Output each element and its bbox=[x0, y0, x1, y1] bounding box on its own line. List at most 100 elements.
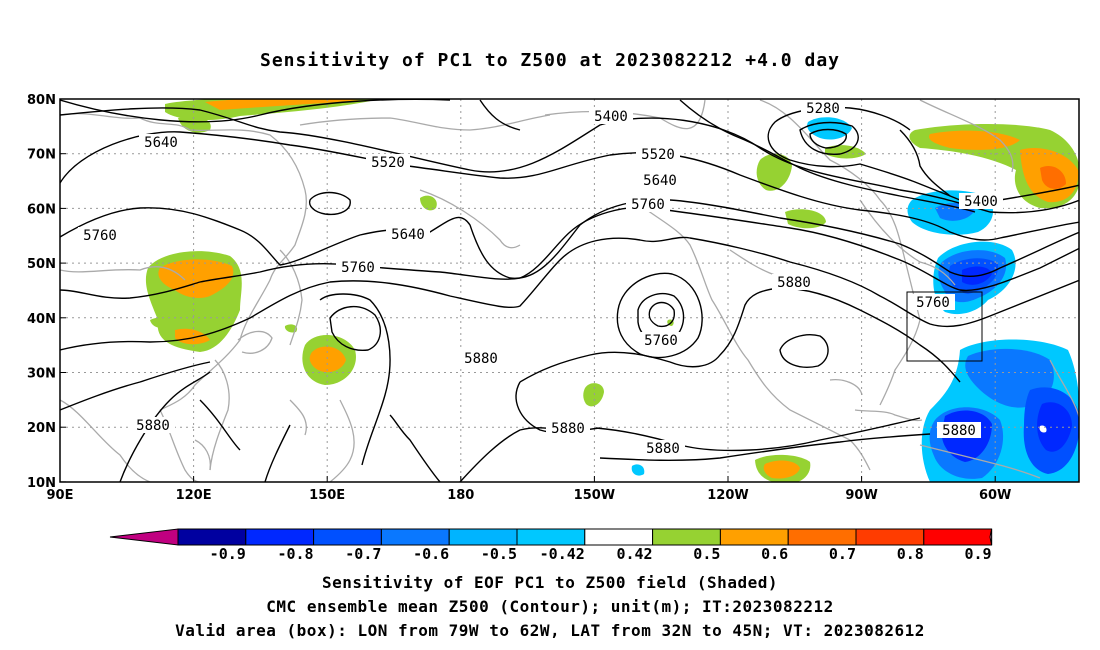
colorbar-bin bbox=[516, 528, 586, 546]
contour-label-text: 5640 bbox=[144, 135, 178, 151]
page-title: Sensitivity of PC1 to Z500 at 2023082212… bbox=[259, 50, 840, 71]
contour-label: 5400 bbox=[589, 108, 633, 125]
x-tick-label: 90W bbox=[845, 488, 877, 503]
x-tick-label: 120E bbox=[176, 488, 212, 503]
colorbar-under-triangle bbox=[109, 528, 179, 546]
contour-label-text: 5880 bbox=[136, 418, 170, 434]
shade-negative bbox=[1037, 402, 1072, 452]
contour-label-text: 5880 bbox=[646, 441, 680, 457]
colorbar-label: -0.7 bbox=[345, 545, 381, 563]
contour-label: 5880 bbox=[772, 274, 816, 291]
x-tick-label: 90E bbox=[47, 488, 74, 503]
colorbar-bin bbox=[177, 528, 247, 546]
shade-positive bbox=[583, 383, 604, 407]
contour-label-text: 5280 bbox=[806, 101, 840, 117]
y-tick-label: 60N bbox=[27, 202, 56, 217]
shade-positive bbox=[175, 328, 210, 345]
colorbar-over-triangle bbox=[989, 528, 993, 546]
contour-label: 5880 bbox=[641, 440, 685, 457]
shade-positive bbox=[1040, 165, 1066, 189]
caption-line-1: Sensitivity of EOF PC1 to Z500 field (Sh… bbox=[322, 573, 778, 592]
colorbar-label: 0.5 bbox=[693, 545, 720, 563]
contour-label-layer: 5280 5400 5400 5520 5520 5640 5640 5640 … bbox=[78, 100, 1003, 457]
colorbar-label: 0.6 bbox=[761, 545, 788, 563]
y-tick-label: 80N bbox=[27, 93, 56, 108]
contour-label-text: 5880 bbox=[464, 351, 498, 367]
contour-label: 5280 bbox=[801, 100, 845, 117]
shade-positive bbox=[178, 116, 211, 133]
colorbar-label: -0.9 bbox=[210, 545, 246, 563]
shade-positive bbox=[763, 460, 800, 479]
contour-label-text: 5640 bbox=[391, 227, 425, 243]
shade-negative bbox=[631, 464, 645, 476]
colorbar-bin bbox=[855, 528, 925, 546]
contour-label: 5640 bbox=[638, 172, 682, 189]
colorbar-bin bbox=[923, 528, 993, 546]
contour-label: 5640 bbox=[386, 226, 430, 243]
colorbar-bin bbox=[448, 528, 518, 546]
colorbar-label: -0.6 bbox=[413, 545, 449, 563]
contour-label: 5760 bbox=[336, 259, 380, 276]
colorbar-label: -0.42 bbox=[540, 545, 585, 563]
contour-label: 5760 bbox=[911, 294, 955, 311]
colorbar-label: 0.8 bbox=[897, 545, 924, 563]
shade-positive bbox=[420, 195, 437, 211]
x-tick-label: 60W bbox=[979, 488, 1011, 503]
contour-label: 5880 bbox=[546, 420, 590, 437]
shade-positive bbox=[284, 324, 298, 333]
contour-label-text: 5400 bbox=[964, 194, 998, 210]
colorbar-bin bbox=[245, 528, 315, 546]
shade-positive bbox=[150, 317, 171, 328]
shade-negative bbox=[807, 117, 852, 140]
contour-label: 5760 bbox=[639, 332, 683, 349]
shade-positive bbox=[929, 130, 1020, 150]
contour-label: 5520 bbox=[636, 146, 680, 163]
colorbar-bin bbox=[313, 528, 382, 546]
contour-label: 5880 bbox=[131, 417, 175, 434]
contour-label-text: 5760 bbox=[631, 197, 665, 213]
shade-positive bbox=[309, 346, 346, 373]
caption-line-2: CMC ensemble mean Z500 (Contour); unit(m… bbox=[266, 597, 834, 616]
shade-positive bbox=[205, 99, 360, 110]
x-tick-label: 120W bbox=[707, 488, 748, 503]
valid-area-box bbox=[906, 291, 983, 362]
colorbar-label: -0.8 bbox=[277, 545, 313, 563]
map-frame bbox=[59, 98, 1080, 483]
shade-positive bbox=[756, 153, 792, 191]
contour-label-text: 5880 bbox=[551, 421, 585, 437]
colorbar-bin bbox=[584, 528, 654, 546]
contour-label-text: 5760 bbox=[644, 333, 678, 349]
contour-label-text: 5400 bbox=[594, 109, 628, 125]
contour-label-text: 5760 bbox=[341, 260, 375, 276]
colorbar-label: 0.9 bbox=[965, 545, 992, 563]
axis-ticks: 90E 120E 150E 180 150W 120W 90W 60W 80N 70N 60N 50N… bbox=[27, 93, 1011, 503]
contour-label-text: 5880 bbox=[942, 423, 976, 439]
contour-label: 5880 bbox=[459, 350, 503, 367]
colorbar-bin bbox=[652, 528, 721, 546]
y-tick-label: 70N bbox=[27, 148, 56, 163]
contour-label: 5880 bbox=[937, 422, 981, 439]
colorbar-label: 0.42 bbox=[616, 545, 652, 563]
colorbar-label: 0.7 bbox=[829, 545, 856, 563]
colorbar-bin bbox=[719, 528, 789, 546]
contour-label: 5400 bbox=[959, 193, 1003, 210]
y-tick-label: 30N bbox=[27, 367, 56, 382]
colorbar-bin bbox=[380, 528, 450, 546]
x-tick-label: 150W bbox=[574, 488, 615, 503]
contour-label: 5760 bbox=[626, 196, 670, 213]
x-tick-label: 180 bbox=[447, 488, 474, 503]
contour-label: 5760 bbox=[78, 227, 122, 244]
contour-label-text: 5520 bbox=[641, 147, 675, 163]
colorbar-label: -0.5 bbox=[481, 545, 517, 563]
caption-line-3: Valid area (box): LON from 79W to 62W, L… bbox=[175, 621, 925, 640]
lat-lon-grid bbox=[60, 99, 1079, 482]
y-tick-label: 20N bbox=[27, 421, 56, 436]
y-tick-label: 10N bbox=[27, 476, 56, 491]
contour-label-text: 5640 bbox=[643, 173, 677, 189]
colorbar: -0.9 -0.8 -0.7 -0.6 -0.5 -0.42 0.42 0.5 0.6 0.7 0.… bbox=[109, 528, 993, 563]
contour-label-text: 5760 bbox=[83, 228, 117, 244]
y-tick-label: 40N bbox=[27, 312, 56, 327]
contour-label-text: 5760 bbox=[916, 295, 950, 311]
contour-label-text: 5520 bbox=[371, 155, 405, 171]
